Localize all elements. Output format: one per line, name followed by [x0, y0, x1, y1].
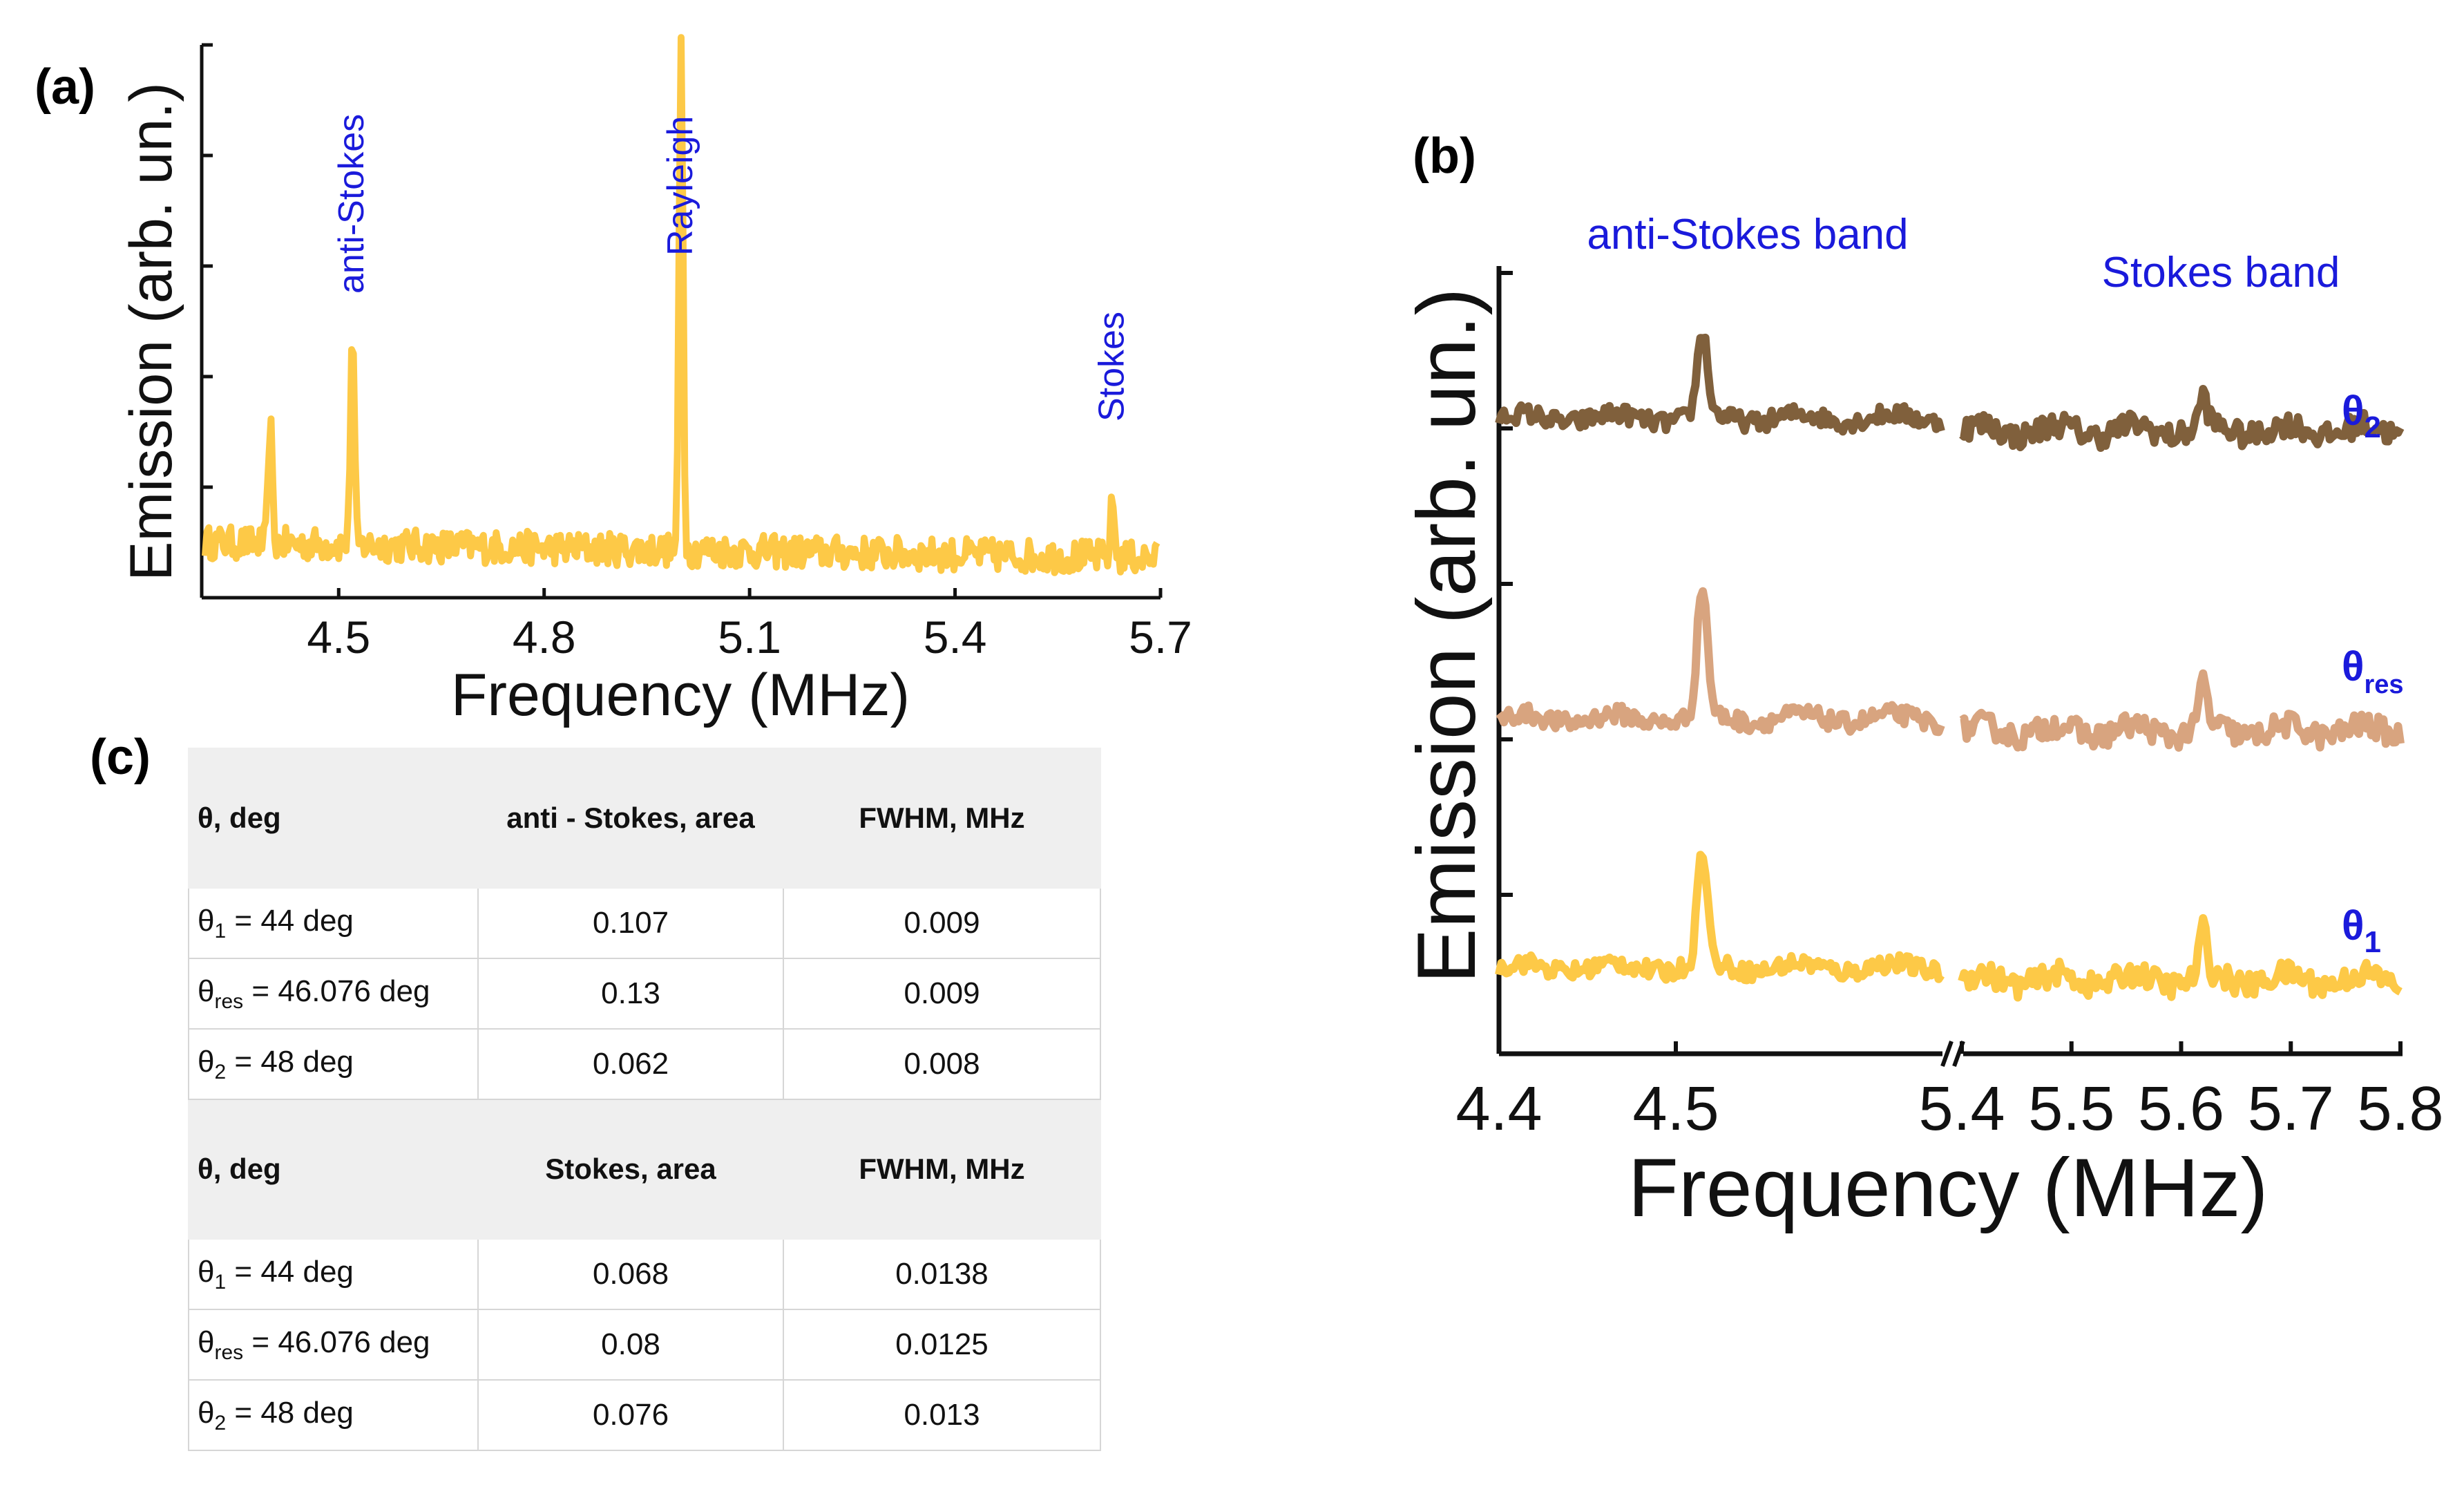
table-cell-area: 0.08 [477, 1309, 784, 1381]
chart-b-series-1-stokes [1958, 913, 2403, 1002]
table-cell-area: 0.076 [477, 1379, 784, 1451]
table-header-cell: FWHM, MHz [783, 1099, 1101, 1240]
chart-b-band-label-anti-stokes: anti-Stokes band [1587, 211, 1908, 258]
chart-b-x-tick-label-0: 4.4 [1455, 1074, 1542, 1144]
chart-b-x-tick-label-6: 5.8 [2357, 1074, 2443, 1144]
chart-b-axes: 4.4 4.5 5.4 5.5 5.6 5.7 5.8 [1455, 266, 2444, 1144]
chart-a-trace [202, 34, 1161, 576]
chart-a-y-axis-label: Emission (arb. un.) [118, 82, 184, 581]
chart-a-x-tick-label-3: 5.4 [924, 612, 987, 663]
table-cell-fwhm: 0.008 [783, 1028, 1101, 1100]
panel-label-b: (b) [1413, 129, 1476, 184]
chart-b-x-axis-label: Frequency (MHz) [1628, 1142, 2269, 1234]
table-cell-area: 0.062 [477, 1028, 784, 1100]
table-row: θ1 = 44 deg 0.068 0.0138 [188, 1238, 1101, 1310]
chart-b-series-2-stokes [1959, 385, 2405, 452]
chart-b-series-res-anti-stokes [1496, 587, 1945, 737]
table-cell-angle: θres = 46.076 deg [188, 958, 479, 1030]
chart-a-annotation-1: Rayleigh [660, 116, 700, 256]
table-cell-angle: θres = 46.076 deg [188, 1309, 479, 1381]
chart-b-series-1-anti-stokes [1495, 851, 1945, 985]
chart-b-x-tick-label-2: 5.4 [1918, 1074, 2005, 1144]
table-row: θ2 = 48 deg 0.076 0.013 [188, 1379, 1101, 1451]
table-header-cell: anti - Stokes, area [477, 748, 784, 889]
chart-a-x-axis-label: Frequency (MHz) [451, 662, 910, 728]
chart-a-x-tick-label-0: 4.5 [307, 612, 370, 663]
table-cell-angle: θ2 = 48 deg [188, 1028, 479, 1100]
chart-a-axes: 4.5 4.8 5.1 5.4 5.7 [200, 43, 1192, 663]
chart-a-x-tick-label-1: 4.8 [513, 612, 576, 663]
table-cell-area: 0.13 [477, 958, 784, 1030]
table-header-cell: Stokes, area [477, 1099, 784, 1240]
chart-b-band-label-stokes: Stokes band [2102, 249, 2340, 296]
chart-b-traces [1495, 333, 2405, 1002]
chart-b-x-tick-label-3: 5.5 [2028, 1074, 2114, 1144]
panel-label-c: (c) [90, 730, 151, 785]
table-cell-area: 0.107 [477, 887, 784, 959]
table-cell-fwhm: 0.0138 [783, 1238, 1101, 1310]
table-cell-fwhm: 0.013 [783, 1379, 1101, 1451]
chart-a-annotations: anti-Stokes Rayleigh Stokes [332, 114, 1131, 422]
chart-a-annotation-2: Stokes [1092, 312, 1132, 422]
table-row: θres = 46.076 deg 0.08 0.0125 [188, 1309, 1101, 1381]
table-header-row: θ, deg Stokes, area FWHM, MHz [188, 1099, 1101, 1240]
table-header-cell: θ, deg [188, 1099, 479, 1240]
chart-b-series-label-res: θres [2342, 643, 2404, 699]
chart-a-x-tick-label-2: 5.1 [718, 612, 781, 663]
table-header-cell: θ, deg [188, 748, 479, 889]
chart-a-x-tick-label-4: 5.7 [1129, 612, 1192, 663]
chart-a-annotation-0: anti-Stokes [332, 114, 372, 294]
chart-b-series-label-1: θ1 [2342, 902, 2381, 959]
table-row: θres = 46.076 deg 0.13 0.009 [188, 958, 1101, 1030]
table-cell-fwhm: 0.009 [783, 887, 1101, 959]
table-header-row: θ, deg anti - Stokes, area FWHM, MHz [188, 748, 1101, 889]
chart-b-axis-break-1 [1940, 1040, 1954, 1068]
table-cell-angle: θ1 = 44 deg [188, 1238, 479, 1310]
chart-b-x-tick-label-5: 5.7 [2248, 1074, 2334, 1144]
chart-b-series-res-stokes [1959, 669, 2405, 752]
table-header-cell: FWHM, MHz [783, 748, 1101, 889]
chart-b-series-2-anti-stokes [1495, 333, 1945, 436]
chart-b-y-axis-label: Emission (arb. un.) [1400, 288, 1493, 984]
chart-a-line [202, 34, 1161, 576]
table-cell-angle: θ1 = 44 deg [188, 887, 479, 959]
table-cell-area: 0.068 [477, 1238, 784, 1310]
chart-b-x-tick-label-1: 4.5 [1632, 1074, 1719, 1144]
results-table: θ, deg anti - Stokes, area FWHM, MHz θ1 = 4… [188, 748, 1101, 1451]
table-row: θ2 = 48 deg 0.062 0.008 [188, 1028, 1101, 1100]
table-cell-angle: θ2 = 48 deg [188, 1379, 479, 1451]
panel-label-a: (a) [35, 59, 95, 115]
table-cell-fwhm: 0.0125 [783, 1309, 1101, 1381]
table-row: θ1 = 44 deg 0.107 0.009 [188, 887, 1101, 959]
chart-b-x-tick-label-4: 5.6 [2138, 1074, 2224, 1144]
table-cell-fwhm: 0.009 [783, 958, 1101, 1030]
